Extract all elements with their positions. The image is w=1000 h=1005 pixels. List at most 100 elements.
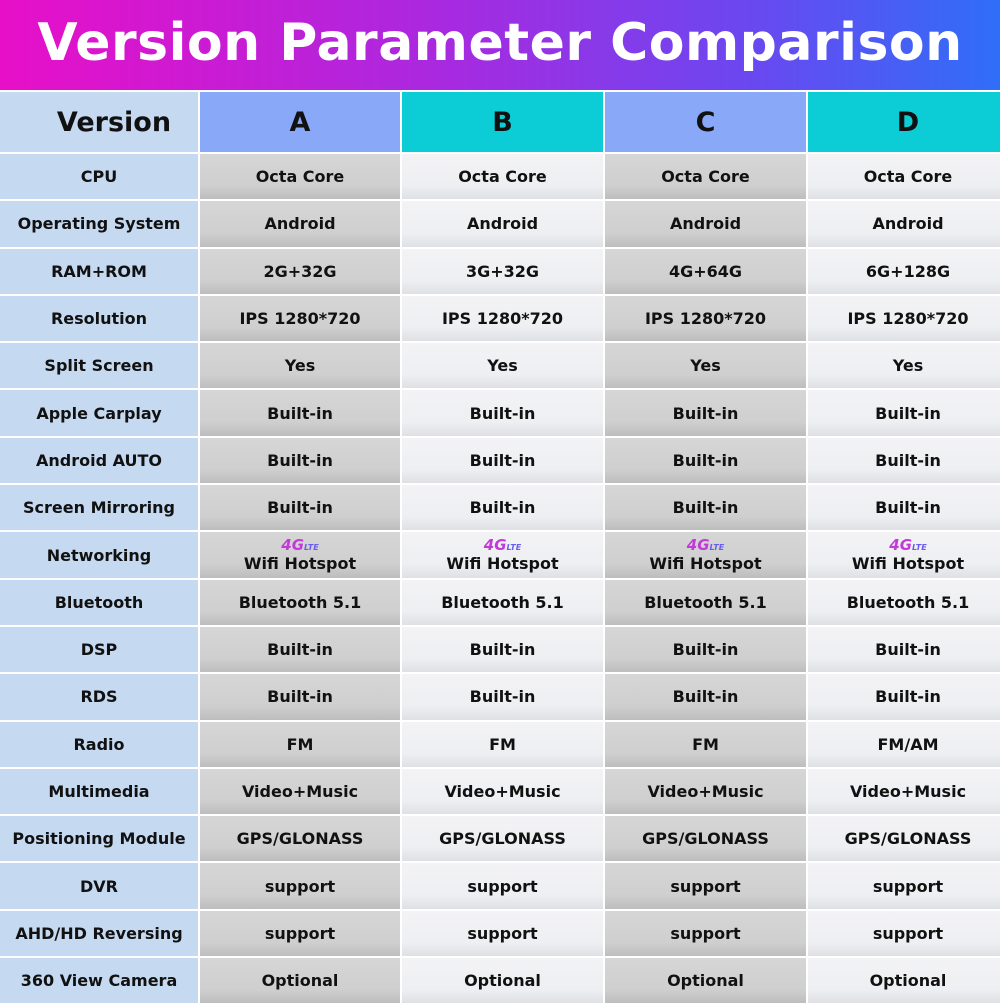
row-label: Screen Mirroring xyxy=(0,485,198,531)
table-cell: Optional xyxy=(200,958,400,1004)
table-cell: Built-in xyxy=(402,485,603,531)
table-cell: Octa Core xyxy=(200,154,400,200)
cell-value: Wifi Hotspot xyxy=(851,553,965,573)
row-label: DVR xyxy=(0,863,198,909)
table-cell: Video+Music xyxy=(402,768,603,815)
table-cell: FM/AM xyxy=(808,721,1000,767)
table-row: Screen Mirroring Built-in Built-in Built-in… xyxy=(0,485,1000,531)
table-cell: 2G+32G xyxy=(200,248,400,294)
table-cell: GPS/GLONASS xyxy=(808,816,1000,862)
table-cell: Built-in xyxy=(605,437,806,484)
row-label: RAM+ROM xyxy=(0,248,198,294)
table-row: RDS Built-in Built-in Built-in Built-in xyxy=(0,674,1000,720)
table-cell: Built-in xyxy=(402,626,603,673)
table-row: Bluetooth Bluetooth 5.1 Bluetooth 5.1 Bluet… xyxy=(0,579,1000,625)
row-label: Apple Carplay xyxy=(0,390,198,436)
table-cell: Android xyxy=(402,201,603,247)
table-cell: Built-in xyxy=(808,485,1000,531)
table-cell: Bluetooth 5.1 xyxy=(200,579,400,625)
table-cell: 6G+128G xyxy=(808,248,1000,294)
table-cell: support xyxy=(200,910,400,957)
table-cell: Video+Music xyxy=(200,768,400,815)
table-cell: Octa Core xyxy=(402,154,603,200)
row-label: 360 View Camera xyxy=(0,958,198,1004)
table-cell: support xyxy=(402,863,603,909)
table-cell: FM xyxy=(402,721,603,767)
table-cell: Android xyxy=(808,201,1000,247)
row-label: Android AUTO xyxy=(0,437,198,484)
table-cell: Android xyxy=(200,201,400,247)
table-row: DSP Built-in Built-in Built-in Built-in xyxy=(0,626,1000,673)
table-row: AHD/HD Reversing support support support sup… xyxy=(0,910,1000,957)
row-label: CPU xyxy=(0,154,198,200)
table-row: Split Screen Yes Yes Yes Yes xyxy=(0,343,1000,389)
4g-lte-icon: 4GLTE xyxy=(889,535,927,554)
row-label: DSP xyxy=(0,626,198,673)
table-cell: support xyxy=(200,863,400,909)
table-cell: IPS 1280*720 xyxy=(200,295,400,342)
table-cell: support xyxy=(808,863,1000,909)
table-cell: Built-in xyxy=(605,674,806,720)
table-cell: support xyxy=(605,863,806,909)
row-label: Multimedia xyxy=(0,768,198,815)
table-row: Android AUTO Built-in Built-in Built-in Buil… xyxy=(0,437,1000,484)
table-cell: 4GLTE Wifi Hotspot xyxy=(605,532,806,578)
cell-value: Wifi Hotspot xyxy=(649,553,762,573)
table-row: RAM+ROM 2G+32G 3G+32G 4G+64G 6G+128G xyxy=(0,248,1000,294)
table-cell: Built-in xyxy=(200,626,400,673)
table-cell: 4GLTE Wifi Hotspot xyxy=(402,532,603,578)
table-cell: support xyxy=(808,910,1000,957)
row-label: RDS xyxy=(0,674,198,720)
table-cell: Built-in xyxy=(808,437,1000,484)
table-cell: Bluetooth 5.1 xyxy=(402,579,603,625)
table-row: Multimedia Video+Music Video+Music Video+Mu… xyxy=(0,768,1000,815)
table-cell: Bluetooth 5.1 xyxy=(605,579,806,625)
table-cell: Built-in xyxy=(200,390,400,436)
row-label: Bluetooth xyxy=(0,579,198,625)
table-cell: GPS/GLONASS xyxy=(605,816,806,862)
table-row: 360 View Camera Optional Optional Optional O… xyxy=(0,958,1000,1004)
4g-lte-icon: 4GLTE xyxy=(281,535,319,554)
table-cell: Optional xyxy=(402,958,603,1004)
table-cell: IPS 1280*720 xyxy=(605,295,806,342)
table-cell: FM xyxy=(200,721,400,767)
cell-value: Wifi Hotspot xyxy=(243,553,357,573)
row-label: Resolution xyxy=(0,295,198,342)
table-cell: FM xyxy=(605,721,806,767)
table-cell: Built-in xyxy=(402,437,603,484)
header-label: Version xyxy=(0,92,198,152)
table-cell: IPS 1280*720 xyxy=(402,295,603,342)
table-row: Resolution IPS 1280*720 IPS 1280*720 IPS 12… xyxy=(0,295,1000,342)
table-row: Radio FM FM FM FM/AM xyxy=(0,721,1000,767)
table-cell: Built-in xyxy=(808,390,1000,436)
4g-lte-icon: 4GLTE xyxy=(686,535,725,554)
table-cell: Built-in xyxy=(200,674,400,720)
table-cell: Android xyxy=(605,201,806,247)
table-cell: Yes xyxy=(808,343,1000,389)
table-cell: Yes xyxy=(402,343,603,389)
row-label: Split Screen xyxy=(0,343,198,389)
table-cell: support xyxy=(402,910,603,957)
table-cell: GPS/GLONASS xyxy=(200,816,400,862)
table-cell: Built-in xyxy=(200,437,400,484)
version-header-b: B xyxy=(402,92,603,152)
table-row: Operating System Android Android Android And… xyxy=(0,201,1000,247)
table-cell: Optional xyxy=(808,958,1000,1004)
table-cell: Built-in xyxy=(808,626,1000,673)
table-cell: IPS 1280*720 xyxy=(808,295,1000,342)
table-row: DVR support support support support xyxy=(0,863,1000,909)
table-cell: GPS/GLONASS xyxy=(402,816,603,862)
version-header-a: A xyxy=(200,92,400,152)
version-header-d: D xyxy=(808,92,1000,152)
table-cell: 3G+32G xyxy=(402,248,603,294)
table-cell: 4G+64G xyxy=(605,248,806,294)
row-label: Radio xyxy=(0,721,198,767)
row-label: Positioning Module xyxy=(0,816,198,862)
cell-value: Wifi Hotspot xyxy=(446,553,559,573)
table-cell: Octa Core xyxy=(808,154,1000,200)
table-cell: Built-in xyxy=(605,626,806,673)
table-cell: Built-in xyxy=(605,390,806,436)
table-cell: Yes xyxy=(605,343,806,389)
